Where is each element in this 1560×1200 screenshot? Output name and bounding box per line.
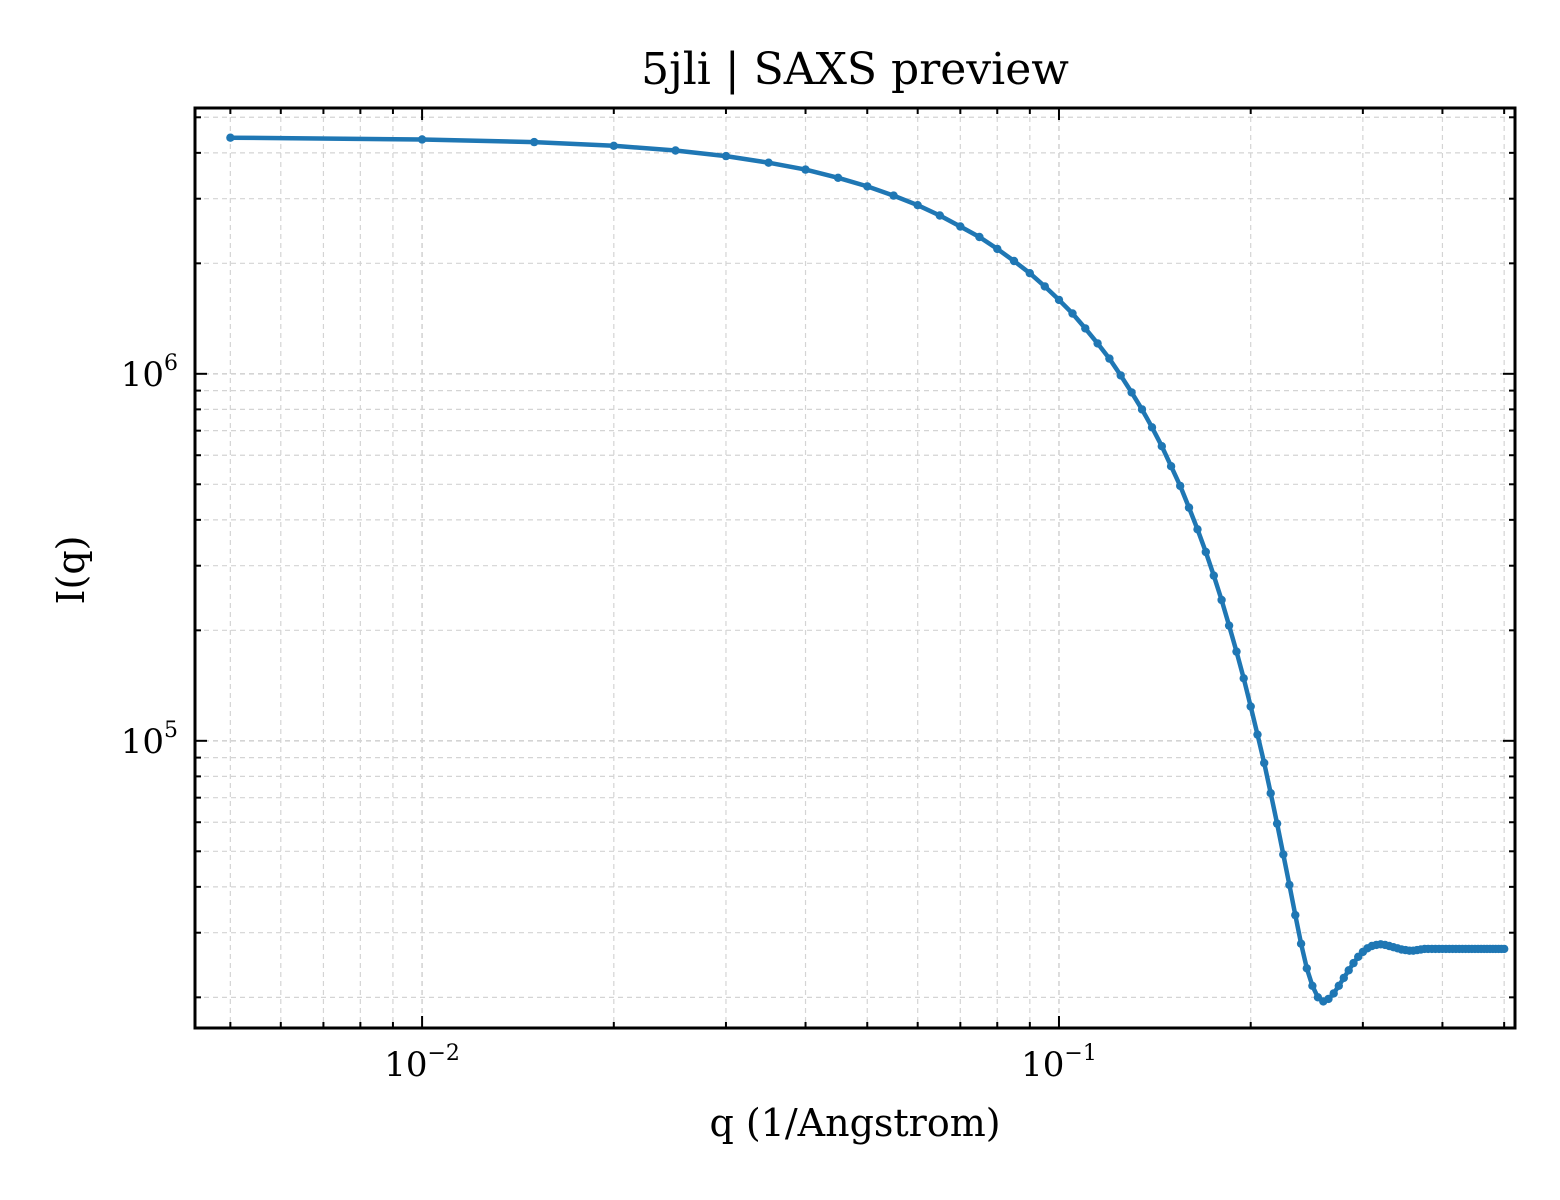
data-point bbox=[1137, 405, 1147, 414]
chart-title: 5jli | SAXS preview bbox=[641, 44, 1069, 95]
data-point bbox=[1246, 702, 1255, 711]
data-point bbox=[530, 137, 539, 147]
data-point bbox=[1324, 994, 1333, 1004]
axis-ticks bbox=[195, 108, 1515, 1028]
data-point bbox=[1166, 462, 1176, 471]
data-point bbox=[1260, 758, 1269, 768]
data-point bbox=[1285, 880, 1294, 890]
data-point bbox=[993, 244, 1002, 254]
data-point bbox=[764, 158, 773, 167]
grid-lines bbox=[195, 108, 1515, 1028]
data-point bbox=[1344, 966, 1353, 975]
data-point bbox=[956, 222, 965, 231]
data-point bbox=[1054, 295, 1064, 305]
data-point bbox=[1253, 730, 1262, 739]
data-point bbox=[1184, 503, 1194, 512]
data-point bbox=[1349, 958, 1358, 968]
data-point bbox=[1025, 269, 1035, 278]
data-point bbox=[1334, 981, 1344, 990]
data-point bbox=[1147, 423, 1157, 432]
data-point bbox=[1239, 674, 1248, 683]
tick-labels: 10−2 10−1 105 106 bbox=[121, 351, 1097, 1085]
data-point bbox=[975, 232, 984, 242]
data-point bbox=[609, 141, 618, 150]
data-point bbox=[1232, 647, 1241, 656]
data-point bbox=[1201, 547, 1211, 557]
data-point bbox=[1500, 944, 1509, 954]
data-point bbox=[1339, 973, 1349, 983]
data-point bbox=[1127, 388, 1136, 397]
data-point bbox=[1279, 850, 1288, 859]
y-axis-label: I(q) bbox=[49, 536, 93, 605]
data-point bbox=[1291, 910, 1300, 920]
data-point bbox=[1209, 571, 1219, 580]
data-point bbox=[1040, 282, 1050, 291]
x-tick-label: 10−1 bbox=[1021, 1041, 1097, 1085]
data-point bbox=[671, 146, 680, 155]
data-point bbox=[1296, 939, 1306, 948]
data-point bbox=[1009, 256, 1019, 266]
data-point bbox=[1217, 595, 1226, 605]
data-point bbox=[1116, 371, 1125, 380]
data-point bbox=[1224, 621, 1234, 630]
y-tick-label: 106 bbox=[121, 351, 178, 395]
data-point bbox=[1068, 309, 1077, 318]
y-tick-label: 105 bbox=[121, 718, 178, 762]
data-point bbox=[1105, 354, 1114, 363]
data-point bbox=[1272, 819, 1282, 828]
data-point bbox=[417, 135, 427, 144]
data-point bbox=[935, 211, 944, 220]
x-tick-label: 10−2 bbox=[384, 1041, 460, 1085]
series-layer bbox=[226, 133, 1509, 1006]
data-point bbox=[1157, 442, 1167, 451]
data-point bbox=[1081, 324, 1090, 333]
data-point bbox=[863, 182, 872, 191]
data-point bbox=[833, 173, 843, 182]
data-point bbox=[1176, 481, 1185, 491]
plot-frame bbox=[193, 106, 1517, 1030]
data-point bbox=[1308, 981, 1317, 990]
data-point bbox=[801, 165, 810, 174]
x-axis-label: q (1/Angstrom) bbox=[709, 1101, 1000, 1145]
data-point bbox=[1193, 525, 1202, 534]
data-point bbox=[226, 133, 235, 142]
data-point bbox=[1329, 989, 1338, 998]
data-point bbox=[913, 201, 922, 210]
data-point bbox=[889, 191, 898, 200]
data-point bbox=[1266, 789, 1275, 798]
data-point bbox=[721, 151, 731, 161]
data-point bbox=[1093, 339, 1102, 348]
data-point bbox=[1302, 964, 1312, 973]
